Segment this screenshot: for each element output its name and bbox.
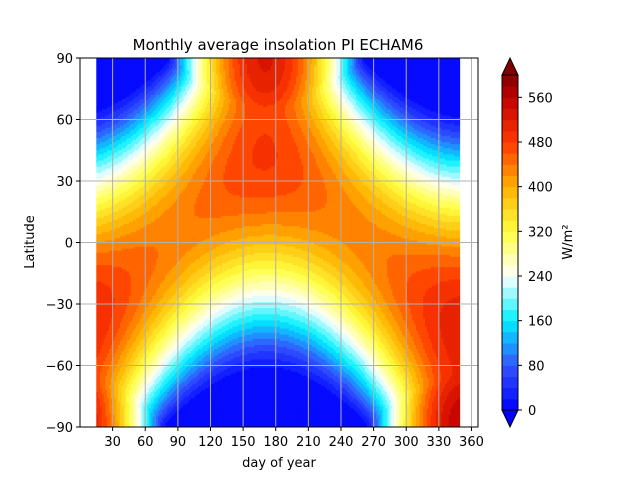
chart-title: Monthly average insolation PI ECHAM6 bbox=[133, 36, 424, 54]
contour-plot-area: 30 60 90 120 150 180 210 240 270 300 330 360 −90−60… bbox=[46, 52, 484, 450]
